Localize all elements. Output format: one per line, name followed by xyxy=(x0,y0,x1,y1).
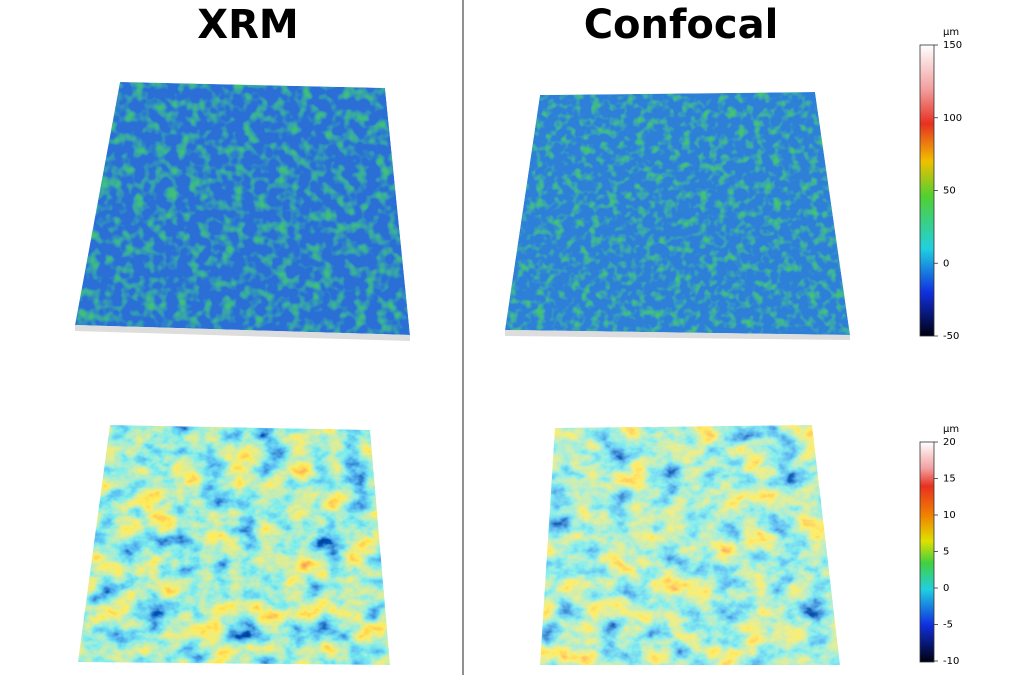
surface-heatmap xyxy=(78,425,390,665)
colorbar-tick-label: 20 xyxy=(943,437,956,448)
surface-heatmap xyxy=(540,425,840,665)
colorbar-tick-label: -50 xyxy=(943,331,959,342)
surface-base xyxy=(505,330,850,340)
colorbar-tick-label: 100 xyxy=(943,113,962,124)
colorbar-tick-label: 15 xyxy=(943,474,956,485)
surface-base xyxy=(75,325,410,341)
colorbar-tick-label: 50 xyxy=(943,186,956,197)
colorbar-tick-label: 150 xyxy=(943,40,962,51)
surface-3d xyxy=(505,92,850,335)
panel-title: XRM xyxy=(197,2,298,48)
colorbar-tick-label: 10 xyxy=(943,510,956,521)
colorbar-unit: µm xyxy=(943,424,959,435)
panel-title: Confocal xyxy=(584,2,779,48)
colorbar-tick-label: 5 xyxy=(943,547,949,558)
surface-3d xyxy=(75,82,410,335)
colorbar-tick-label: 0 xyxy=(943,583,949,594)
colorbar xyxy=(919,441,935,663)
colorbar xyxy=(919,44,935,337)
colorbar-tick-label: 0 xyxy=(943,258,949,269)
colorbar-tick-label: -5 xyxy=(943,620,953,631)
colorbar-unit: µm xyxy=(943,27,959,38)
colorbar-tick-label: -10 xyxy=(943,656,959,667)
